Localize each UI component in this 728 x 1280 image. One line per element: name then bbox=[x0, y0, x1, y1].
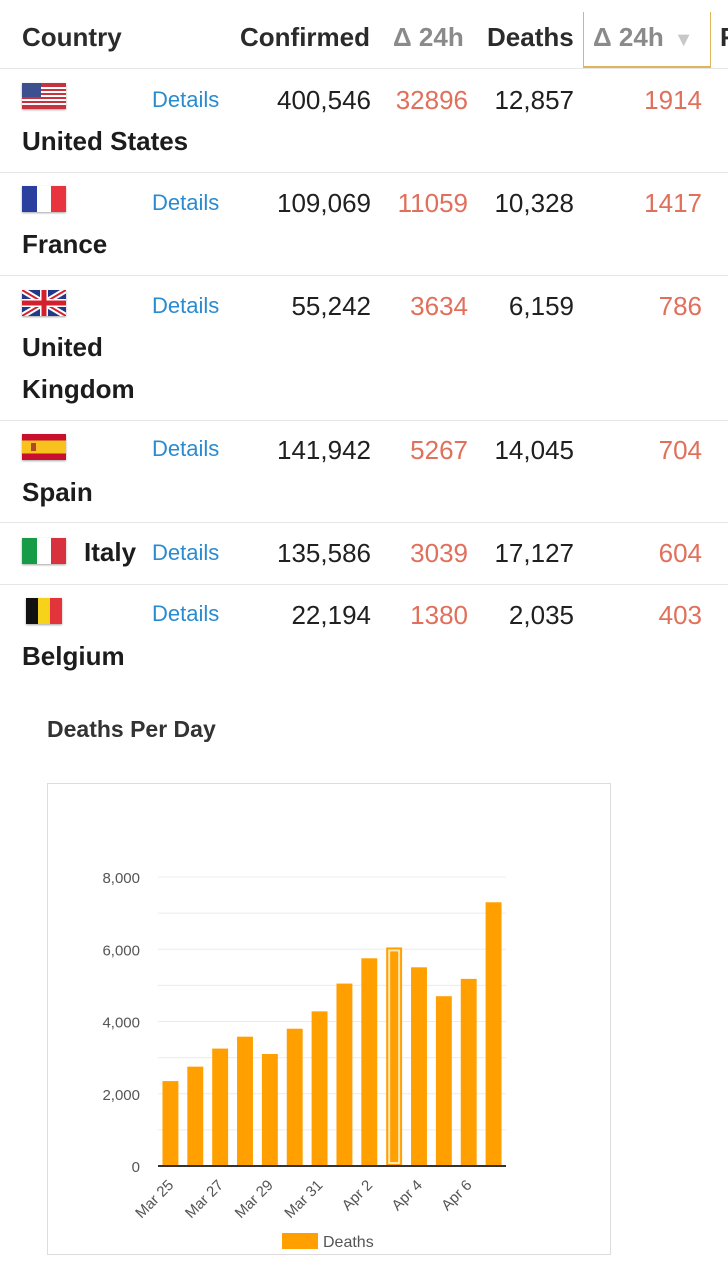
x-tick-label: Apr 4 bbox=[388, 1177, 425, 1214]
bar-mar-29 bbox=[261, 1054, 278, 1166]
bar-apr-1 bbox=[336, 983, 353, 1166]
confirmed-value: 135,586 bbox=[277, 538, 371, 568]
bar-apr-4 bbox=[411, 967, 427, 1166]
us-flag-icon bbox=[22, 83, 66, 109]
deaths-per-day-chart: 0 2,000 4,000 6,000 8,000 Mar 25 Mar 27 Mar 29 M… bbox=[102, 870, 506, 1251]
it-flag-icon bbox=[22, 538, 66, 564]
x-tick-label: Apr 2 bbox=[339, 1177, 376, 1214]
table-header: Country Confirmed Δ 24h Deaths Δ 24h ▼ F bbox=[0, 0, 728, 69]
bar-apr-6 bbox=[460, 978, 477, 1166]
bar-mar-26 bbox=[187, 1066, 204, 1166]
legend-label: Deaths bbox=[323, 1234, 374, 1251]
x-tick-label: Apr 6 bbox=[438, 1177, 475, 1214]
country-name[interactable]: Spain bbox=[22, 477, 93, 507]
delta-confirmed-value: 5267 bbox=[410, 435, 468, 465]
bar-mar-27 bbox=[212, 1048, 229, 1166]
header-deaths[interactable]: Deaths bbox=[487, 22, 574, 52]
x-tick-label: Mar 27 bbox=[182, 1177, 227, 1222]
chart-frame: 0 2,000 4,000 6,000 8,000 Mar 25 Mar 27 Mar 29 M… bbox=[47, 783, 611, 1255]
uk-flag-icon bbox=[22, 290, 66, 316]
country-name[interactable]: Belgium bbox=[22, 641, 125, 671]
table-row: Details 400,546 32896 12,857 1914 United… bbox=[0, 68, 728, 173]
header-delta-confirmed[interactable]: Δ 24h bbox=[393, 22, 464, 52]
be-flag-icon bbox=[26, 598, 62, 624]
x-tick-label: Mar 29 bbox=[232, 1177, 277, 1222]
deaths-value: 17,127 bbox=[494, 538, 574, 568]
y-tick-label: 8,000 bbox=[102, 870, 140, 887]
deaths-value: 14,045 bbox=[494, 435, 574, 465]
bar-mar-25 bbox=[162, 1081, 179, 1166]
bar-mar-31 bbox=[311, 1011, 328, 1166]
sorted-column-highlight bbox=[583, 12, 711, 68]
header-delta-deaths[interactable]: Δ 24h ▼ bbox=[593, 22, 694, 53]
table-row: Details 22,194 1380 2,035 403 Belgium bbox=[0, 584, 728, 684]
country-name[interactable]: United States bbox=[22, 126, 189, 156]
delta-deaths-value: 604 bbox=[658, 538, 702, 568]
header-partial[interactable]: F bbox=[720, 22, 728, 52]
y-tick-label: 2,000 bbox=[102, 1087, 140, 1104]
delta-confirmed-value: 3039 bbox=[410, 538, 468, 568]
es-flag-icon bbox=[22, 434, 66, 460]
table-row: Details 109,069 11059 10,328 1417 France bbox=[0, 172, 728, 276]
delta-confirmed-value: 32896 bbox=[395, 85, 468, 115]
deaths-value: 10,328 bbox=[494, 188, 574, 218]
y-tick-label: 6,000 bbox=[102, 942, 140, 959]
bar-apr-2 bbox=[361, 958, 378, 1166]
header-country[interactable]: Country bbox=[22, 22, 122, 52]
table-row: Details 141,942 5267 14,045 704 Spain bbox=[0, 420, 728, 523]
bar-apr-7 bbox=[485, 902, 502, 1166]
x-tick-label: Mar 25 bbox=[132, 1177, 177, 1222]
confirmed-value: 400,546 bbox=[277, 85, 371, 115]
bar-mar-28 bbox=[237, 1036, 253, 1166]
fr-flag-icon bbox=[22, 186, 66, 212]
delta-deaths-value: 403 bbox=[658, 600, 702, 630]
details-link[interactable]: Details bbox=[152, 540, 220, 565]
confirmed-value: 141,942 bbox=[277, 435, 371, 465]
deaths-value: 6,159 bbox=[508, 291, 574, 321]
details-link[interactable]: Details bbox=[152, 436, 220, 461]
delta-deaths-value: 1914 bbox=[644, 85, 702, 115]
delta-confirmed-value: 11059 bbox=[397, 188, 468, 218]
delta-confirmed-value: 1380 bbox=[410, 600, 468, 630]
delta-deaths-value: 704 bbox=[658, 435, 702, 465]
delta-confirmed-value: 3634 bbox=[410, 291, 468, 321]
header-delta-deaths-label: Δ 24h bbox=[593, 22, 664, 52]
confirmed-value: 22,194 bbox=[291, 600, 371, 630]
details-link[interactable]: Details bbox=[152, 601, 220, 626]
header-confirmed[interactable]: Confirmed bbox=[240, 22, 370, 52]
details-link[interactable]: Details bbox=[152, 293, 220, 318]
table-row: Italy Details 135,586 3039 17,127 604 bbox=[0, 522, 728, 585]
table-row: Details 55,242 3634 6,159 786 United Kin… bbox=[0, 275, 728, 421]
legend-swatch bbox=[282, 1233, 318, 1249]
y-tick-label: 0 bbox=[132, 1159, 140, 1176]
chart-title: Deaths Per Day bbox=[47, 716, 216, 742]
sort-descending-icon: ▼ bbox=[673, 29, 694, 51]
country-name[interactable]: Italy bbox=[84, 537, 137, 567]
country-name[interactable]: France bbox=[22, 229, 108, 259]
x-tick-label: Mar 31 bbox=[281, 1177, 326, 1222]
bar-highlight-outline bbox=[388, 949, 401, 1164]
delta-deaths-value: 1417 bbox=[644, 188, 702, 218]
delta-deaths-value: 786 bbox=[658, 291, 702, 321]
bar-mar-30 bbox=[286, 1028, 303, 1166]
y-tick-label: 4,000 bbox=[102, 1015, 140, 1032]
country-name-line1[interactable]: United bbox=[22, 332, 103, 362]
deaths-value: 12,857 bbox=[494, 85, 574, 115]
deaths-value: 2,035 bbox=[508, 600, 574, 630]
confirmed-value: 109,069 bbox=[277, 188, 371, 218]
country-name-line2[interactable]: Kingdom bbox=[22, 374, 135, 404]
bar-apr-5 bbox=[435, 996, 452, 1166]
details-link[interactable]: Details bbox=[152, 87, 220, 112]
details-link[interactable]: Details bbox=[152, 190, 220, 215]
confirmed-value: 55,242 bbox=[291, 291, 371, 321]
